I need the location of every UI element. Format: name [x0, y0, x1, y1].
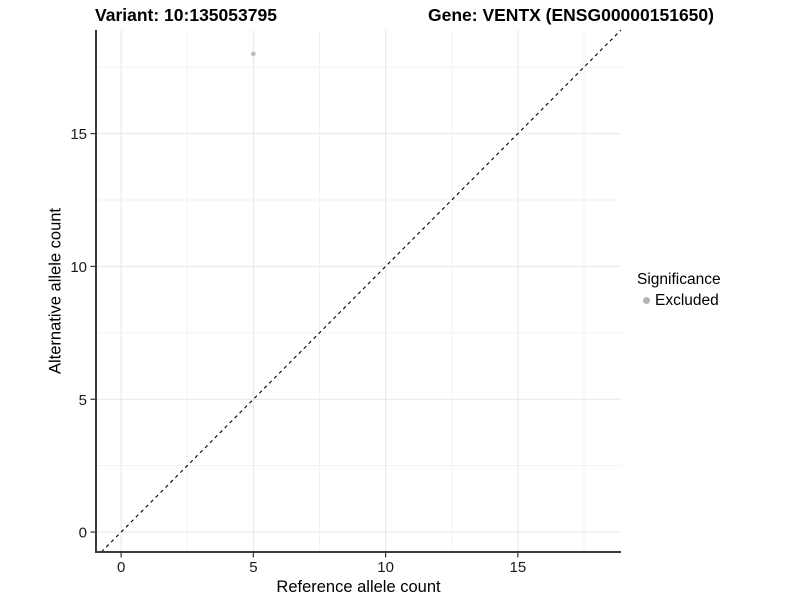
y-axis-title: Alternative allele count [46, 207, 65, 375]
x-tick-label: 5 [249, 559, 257, 576]
y-tick-label: 15 [70, 126, 87, 143]
y-tick-label: 5 [79, 392, 87, 409]
identity-dashed-line [100, 29, 622, 553]
legend-label: Excluded [655, 292, 719, 309]
x-tick-label: 0 [117, 559, 125, 576]
x-tick-label: 15 [510, 559, 527, 576]
legend: Significance Excluded [637, 270, 721, 310]
y-tick-label: 0 [79, 525, 87, 542]
variant-title: Variant: 10:135053795 [95, 5, 277, 25]
x-axis-title: Reference allele count [276, 578, 441, 596]
legend-point-icon [643, 297, 650, 304]
gene-title: Gene: VENTX (ENSG00000151650) [428, 5, 714, 25]
legend-item-excluded: Excluded [637, 291, 721, 310]
y-tick-label: 10 [70, 259, 87, 276]
x-tick-label: 10 [377, 559, 394, 576]
data-point [250, 51, 256, 57]
legend-title: Significance [637, 271, 721, 288]
